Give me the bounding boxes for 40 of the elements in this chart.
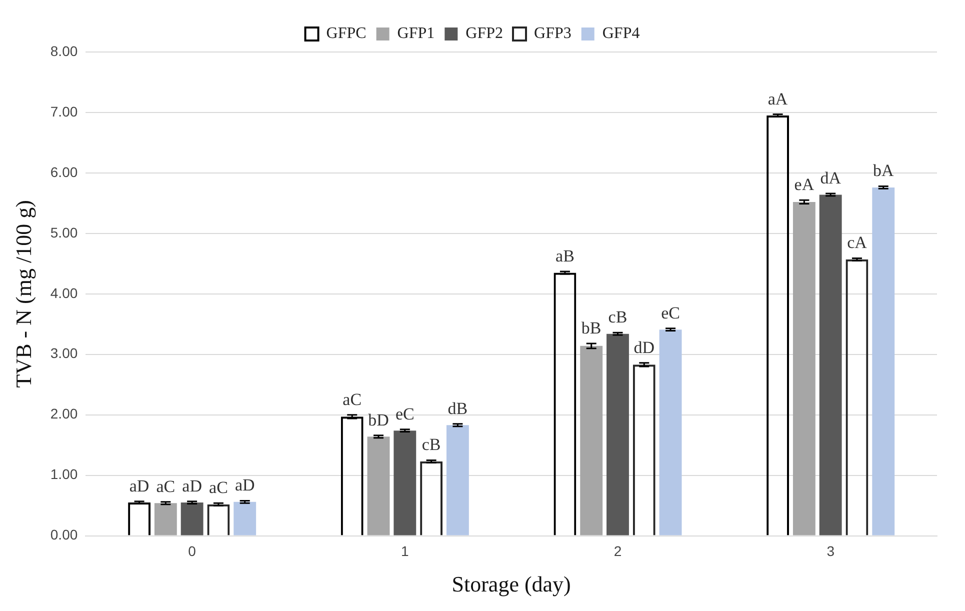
data-label: dA — [820, 168, 842, 188]
data-label: bD — [368, 410, 389, 430]
data-label: aB — [556, 246, 574, 266]
y-tick-label: 6.00 — [50, 164, 78, 180]
y-tick-label: 5.00 — [50, 224, 78, 240]
data-label: eC — [661, 303, 680, 322]
data-label: eA — [794, 175, 815, 194]
y-tick-label: 0.00 — [50, 526, 78, 543]
data-label: cB — [422, 435, 441, 454]
data-label: aD — [182, 476, 202, 496]
data-label: cA — [847, 233, 868, 252]
data-label: bB — [581, 318, 602, 338]
data-label: aC — [342, 390, 362, 409]
x-axis-title: Storage (day) — [452, 572, 571, 597]
x-tick-label: 3 — [826, 543, 835, 560]
y-tick-label: 4.00 — [50, 284, 78, 301]
y-tick-label: 3.00 — [50, 345, 78, 362]
x-tick-label: 2 — [614, 543, 622, 560]
data-label: cB — [608, 308, 628, 327]
data-label: aC — [209, 478, 228, 498]
x-tick-label: 1 — [401, 543, 410, 560]
legend-label: GFP2 — [466, 25, 504, 42]
data-label: dB — [448, 398, 468, 418]
legend-label: GFP3 — [534, 25, 572, 42]
data-label: dD — [634, 338, 655, 357]
legend-label: GFP4 — [602, 25, 640, 42]
data-label: aC — [156, 476, 176, 496]
data-label: bA — [872, 161, 894, 180]
data-label: eC — [395, 404, 414, 424]
y-tick-label: 1.00 — [50, 466, 78, 482]
legend-label: GFP1 — [397, 25, 435, 42]
data-label: aA — [768, 89, 788, 108]
data-label: aD — [234, 476, 255, 495]
y-tick-label: 2.00 — [50, 406, 78, 422]
x-tick-label: 0 — [188, 543, 196, 560]
legend-label: GFPC — [326, 25, 366, 42]
y-axis-title: TVB - N (mg /100 g) — [10, 200, 36, 388]
data-label: aD — [129, 476, 150, 496]
y-tick-label: 8.00 — [50, 42, 78, 59]
y-tick-label: 7.00 — [50, 103, 78, 120]
